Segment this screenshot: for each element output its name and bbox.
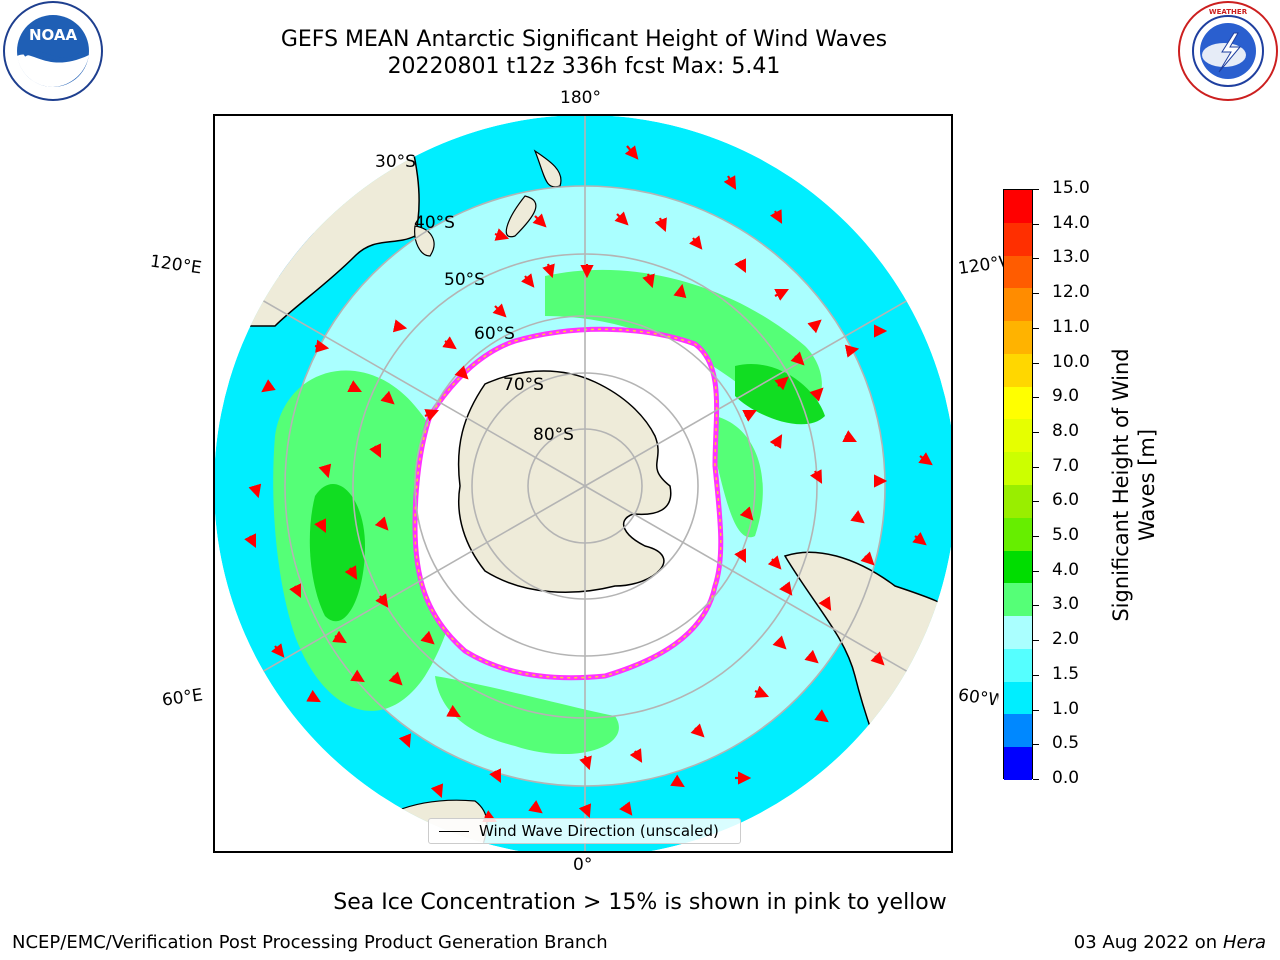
colorbar-segment <box>1004 222 1032 257</box>
colorbar-segment <box>1004 255 1032 289</box>
lon-label-120e: 120°E <box>148 251 203 279</box>
colorbar-segment <box>1004 190 1032 224</box>
antarctica-landmass <box>457 370 672 593</box>
svg-text:WEATHER: WEATHER <box>1209 8 1248 16</box>
colorbar-segment <box>1004 550 1032 584</box>
colorbar-segment <box>1004 747 1032 781</box>
colorbar-tick-label: 4.0 <box>1052 559 1080 580</box>
colorbar-tick <box>1033 570 1039 572</box>
colorbar-segment <box>1004 452 1032 486</box>
noaa-logo: NOAA <box>3 1 103 101</box>
colorbar-tick-label: 0.5 <box>1052 733 1080 754</box>
colorbar-segment <box>1004 353 1032 388</box>
colorbar-tick <box>1033 605 1039 607</box>
lon-label-180: 180° <box>560 88 601 108</box>
lon-label-0: 0° <box>573 855 593 875</box>
colorbar-tick <box>1033 744 1039 746</box>
title-line-1: GEFS MEAN Antarctic Significant Height o… <box>280 27 888 52</box>
sea-ice-note: Sea Ice Concentration > 15% is shown in … <box>333 890 947 915</box>
lat-label-30s: 30°S <box>375 152 416 172</box>
lat-label-40s: 40°S <box>414 213 455 233</box>
noaa-logo-text: NOAA <box>29 26 78 44</box>
colorbar-tick-label: 6.0 <box>1052 490 1080 511</box>
colorbar-segment <box>1004 386 1032 420</box>
colorbar-tick <box>1033 501 1039 503</box>
colorbar-tick-label: 10.0 <box>1052 351 1090 372</box>
colorbar-segment <box>1004 485 1032 519</box>
colorbar-tick-label: 8.0 <box>1052 420 1080 441</box>
colorbar-tick-label: 13.0 <box>1052 247 1090 268</box>
new-zealand-landmass <box>505 149 562 238</box>
colorbar-segment <box>1004 321 1032 355</box>
wind-wave-arrows <box>244 145 945 822</box>
colorbar-tick-label: 7.0 <box>1052 455 1080 476</box>
colorbar-tick <box>1033 536 1039 538</box>
lat-label-50s: 50°S <box>444 270 485 290</box>
chart-title: GEFS MEAN Antarctic Significant Height o… <box>184 26 984 80</box>
title-line-2: 20220801 t12z 336h fcst Max: 5.41 <box>387 54 781 79</box>
footer-credit: NCEP/EMC/Verification Post Processing Pr… <box>12 932 608 953</box>
wave-region-south <box>435 676 619 755</box>
polar-map <box>215 116 951 851</box>
colorbar-segment <box>1004 681 1032 715</box>
colorbar-segment <box>1004 517 1032 552</box>
colorbar-tick <box>1033 293 1039 295</box>
colorbar-tick <box>1033 709 1039 711</box>
colorbar-tick-label: 14.0 <box>1052 212 1090 233</box>
colorbar-title-line-2: Waves [m] <box>1135 428 1159 542</box>
nws-logo: WEATHER <box>1178 1 1278 101</box>
colorbar-tick <box>1033 466 1039 468</box>
colorbar-segment <box>1004 648 1032 683</box>
colorbar-tick <box>1033 223 1039 225</box>
sea-ice-inner <box>414 328 722 679</box>
colorbar-title: Significant Height of Wind Waves [m] <box>1104 335 1164 635</box>
colorbar-tick <box>1033 431 1039 433</box>
legend-label: Wind Wave Direction (unscaled) <box>479 822 719 840</box>
colorbar-tick-label: 12.0 <box>1052 282 1090 303</box>
colorbar-segment <box>1004 714 1032 748</box>
graticule <box>215 116 951 851</box>
footer-machine: Hera <box>1222 932 1266 953</box>
legend-line-swatch <box>439 831 469 832</box>
colorbar-tick <box>1033 362 1039 364</box>
lat-label-80s: 80°S <box>533 425 574 445</box>
colorbar-tick-label: 1.0 <box>1052 698 1080 719</box>
footer-date: 03 Aug 2022 on Hera <box>1074 932 1266 953</box>
colorbar-tick-label: 0.0 <box>1052 768 1080 788</box>
colorbar-tick <box>1033 397 1039 399</box>
colorbar-tick <box>1033 258 1039 260</box>
colorbar-segment <box>1004 583 1032 617</box>
lat-label-60s: 60°S <box>474 324 515 344</box>
lat-label-70s: 70°S <box>503 375 544 395</box>
colorbar-segment <box>1004 419 1032 453</box>
colorbar-tick <box>1033 189 1039 190</box>
lon-label-60w: 60°W <box>956 685 1000 711</box>
footer-date-text: 03 Aug 2022 on <box>1073 932 1218 953</box>
colorbar <box>1003 189 1033 781</box>
colorbar-tick-label: 3.0 <box>1052 594 1080 615</box>
map-legend: Wind Wave Direction (unscaled) <box>428 818 741 844</box>
colorbar-tick-label: 15.0 <box>1052 178 1090 198</box>
colorbar-tick <box>1033 674 1039 676</box>
polar-map-frame <box>213 114 953 853</box>
colorbar-tick-label: 5.0 <box>1052 525 1080 546</box>
colorbar-tick-label: 9.0 <box>1052 386 1080 407</box>
wave-region-pacific-high <box>735 364 825 425</box>
colorbar-tick-label: 1.5 <box>1052 663 1080 684</box>
madagascar-landmass <box>215 765 300 817</box>
colorbar-title-line-1: Significant Height of Wind <box>1109 348 1133 622</box>
colorbar-tick <box>1033 327 1039 329</box>
colorbar-segment <box>1004 288 1032 322</box>
colorbar-tick-label: 11.0 <box>1052 316 1090 337</box>
colorbar-segment <box>1004 616 1032 650</box>
colorbar-tick <box>1033 640 1039 642</box>
colorbar-tick <box>1033 779 1039 780</box>
lon-label-60e: 60°E <box>160 685 205 711</box>
colorbar-tick-label: 2.0 <box>1052 629 1080 650</box>
